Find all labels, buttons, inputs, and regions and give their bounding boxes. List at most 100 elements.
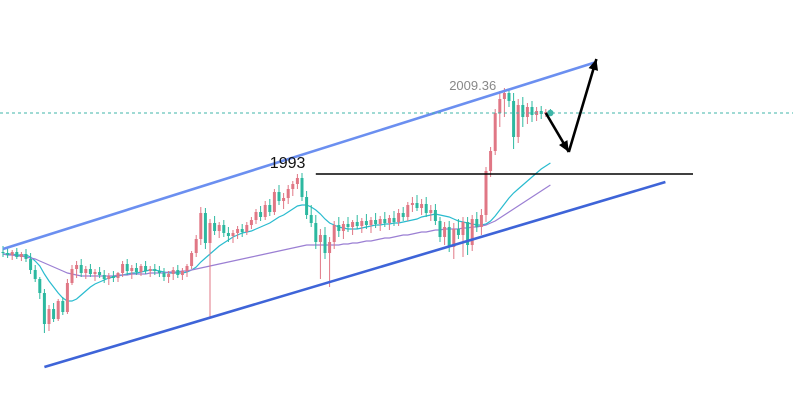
ma-fast-line xyxy=(3,162,551,302)
candle-body xyxy=(185,266,189,271)
candle-body xyxy=(222,225,226,233)
candle-body xyxy=(346,224,350,227)
candle-body xyxy=(194,239,198,253)
candle-body xyxy=(323,235,327,253)
current-price-dot xyxy=(547,109,554,117)
candle-body xyxy=(134,268,138,272)
candle-body xyxy=(6,253,10,255)
candle-body xyxy=(420,204,424,208)
candle-body xyxy=(360,221,364,226)
candle-body xyxy=(61,301,65,312)
candle-body xyxy=(144,266,148,271)
candle-body xyxy=(263,205,267,217)
candle-body xyxy=(148,269,152,271)
candle-body xyxy=(139,266,143,272)
candle-body xyxy=(355,222,359,226)
candle-body xyxy=(387,218,391,223)
candle-body xyxy=(56,301,60,319)
candle-body xyxy=(438,221,442,237)
candle-body xyxy=(295,178,299,184)
candle-body xyxy=(401,213,405,217)
candle-body xyxy=(328,242,332,253)
candle-body xyxy=(24,254,28,259)
candle-body xyxy=(121,264,125,273)
candle-body xyxy=(38,279,42,293)
candle-body xyxy=(42,293,46,324)
candle-body xyxy=(171,270,175,274)
candle-body xyxy=(153,269,157,271)
candle-body xyxy=(268,205,272,212)
candle-body xyxy=(410,203,414,205)
candle-body xyxy=(364,221,368,225)
candle-body xyxy=(157,271,161,273)
candle-body xyxy=(102,275,106,279)
candle-body xyxy=(213,223,217,231)
candle-body xyxy=(249,220,253,225)
candle-body xyxy=(1,252,5,253)
candle-body xyxy=(176,270,180,275)
candle-body xyxy=(19,254,23,257)
candle-body xyxy=(88,269,92,274)
candle-body xyxy=(530,107,534,115)
candle-body xyxy=(300,178,304,197)
channel-upper-line xyxy=(2,60,597,251)
candle-body xyxy=(272,192,276,212)
candle-body xyxy=(452,229,456,247)
candle-body xyxy=(397,213,401,222)
candle-body xyxy=(93,272,97,274)
candle-body xyxy=(199,213,203,239)
candle-body xyxy=(466,222,470,245)
candle-body xyxy=(521,105,525,117)
candle-body xyxy=(489,151,493,171)
candle-body xyxy=(10,252,14,255)
candle-body xyxy=(79,265,83,273)
high-price-label: 2009.36 xyxy=(449,78,496,93)
candle-body xyxy=(254,212,258,220)
candle-body xyxy=(65,283,69,312)
candle-body xyxy=(314,223,318,242)
candle-body xyxy=(180,271,184,275)
candle-body xyxy=(277,192,281,201)
candle-body xyxy=(231,233,235,236)
channel-lower-line xyxy=(44,180,666,369)
candle-body xyxy=(392,218,396,222)
projection-up-arrow xyxy=(567,58,598,153)
candle-body xyxy=(84,269,88,273)
candle-body xyxy=(429,210,433,213)
candle-body xyxy=(167,274,171,277)
candle-body xyxy=(484,171,488,215)
candle-body xyxy=(318,235,322,242)
candle-body xyxy=(52,309,56,319)
moving-averages xyxy=(2,162,551,302)
candle-body xyxy=(240,229,244,232)
candlesticks xyxy=(1,88,552,333)
candle-body xyxy=(415,203,419,208)
candle-body xyxy=(512,101,516,137)
candle-body xyxy=(507,93,511,101)
candle-body xyxy=(332,225,336,242)
candle-body xyxy=(443,227,447,237)
candle-body xyxy=(47,309,51,324)
candle-body xyxy=(470,219,474,245)
candle-body xyxy=(75,265,79,269)
candle-body xyxy=(475,219,479,227)
candle-body xyxy=(116,273,120,278)
candle-body xyxy=(259,212,263,217)
candle-body xyxy=(502,93,506,99)
candle-body xyxy=(305,197,309,215)
candle-body xyxy=(33,270,37,279)
candle-body xyxy=(98,272,102,275)
candle-body xyxy=(351,222,355,227)
candle-body xyxy=(125,264,129,271)
candle-body xyxy=(111,276,115,278)
candle-body xyxy=(406,205,410,217)
candle-body xyxy=(107,276,111,279)
candle-body xyxy=(525,107,529,117)
candle-body xyxy=(479,215,483,227)
arrowhead-down xyxy=(559,140,569,152)
candle-body xyxy=(245,225,249,232)
candle-body xyxy=(282,198,286,201)
candle-body xyxy=(374,220,378,224)
candle-body xyxy=(130,268,134,271)
